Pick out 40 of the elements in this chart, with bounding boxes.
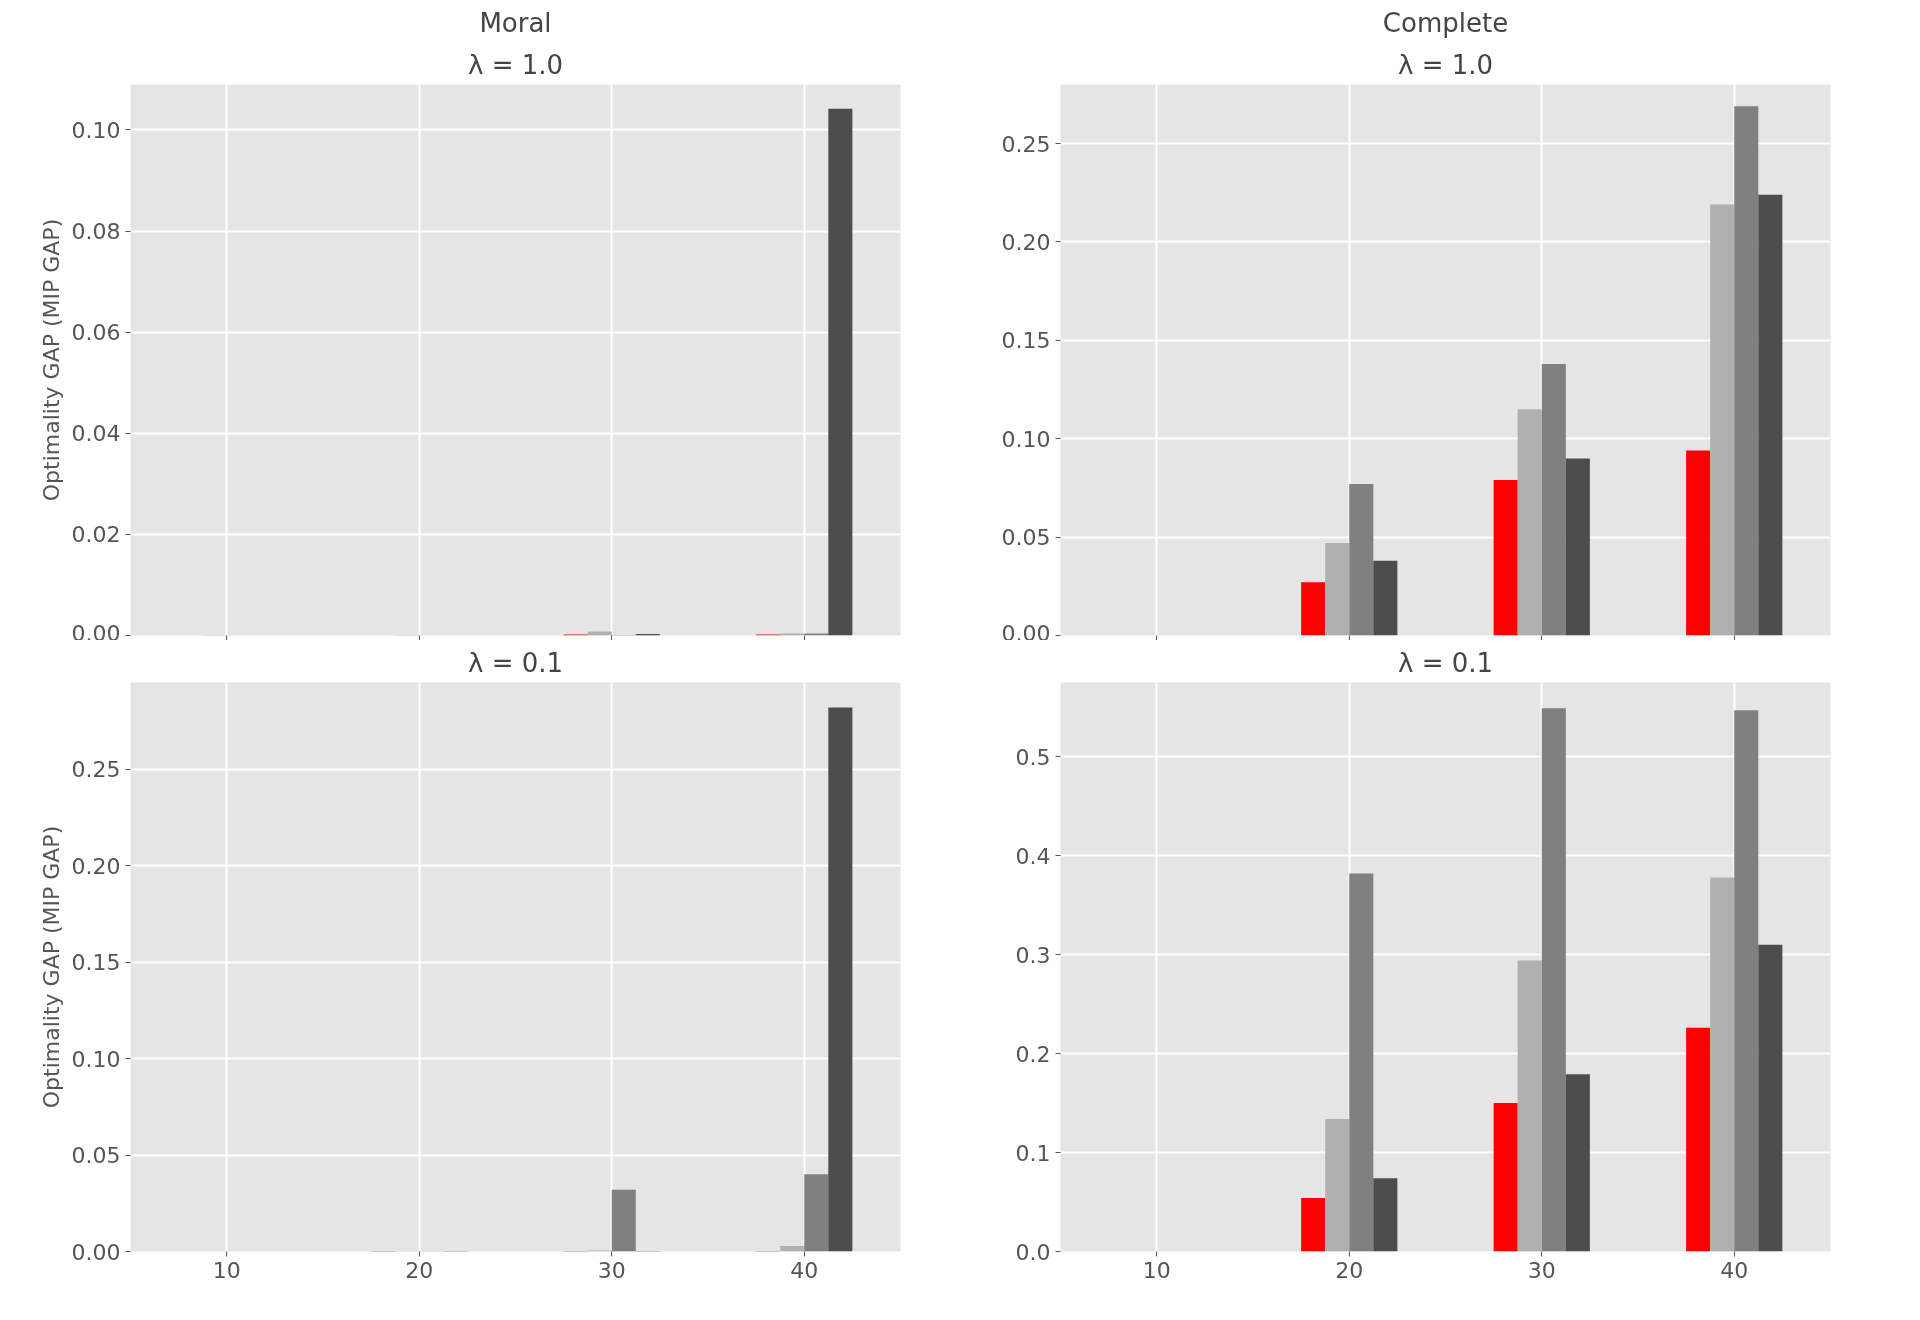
y-tick-label: 0.05	[1001, 525, 1051, 551]
chart-title: Complete	[1382, 7, 1509, 38]
y-tick-label: 0.08	[71, 219, 121, 245]
y-tick-label: 0.20	[71, 853, 121, 879]
y-tick-label: 0.10	[1001, 426, 1051, 452]
chart-subtitle: λ = 1.0	[1397, 49, 1494, 80]
y-tick-label: 0.2	[1015, 1041, 1051, 1067]
x-tick-label: 30	[1527, 1257, 1556, 1283]
y-tick-label: 0.0	[1015, 1239, 1051, 1265]
y-tick-label: 0.04	[71, 421, 121, 447]
y-tick-label: 0.06	[71, 320, 121, 346]
x-tick-label: 10	[212, 1257, 241, 1283]
y-axis-title: Optimality GAP (MIP GAP)	[38, 825, 64, 1109]
y-tick-label: 0.02	[71, 522, 121, 548]
chart-title: λ = 0.1	[467, 647, 564, 678]
y-tick-label: 0.25	[1001, 131, 1051, 157]
x-tick-label: 30	[597, 1257, 626, 1283]
y-tick-label: 0.25	[71, 757, 121, 783]
x-tick-label: 10	[1142, 1257, 1171, 1283]
y-tick-label: 0.4	[1015, 843, 1051, 869]
y-tick-label: 0.5	[1015, 744, 1051, 770]
y-tick-label: 0.10	[71, 118, 121, 143]
y-tick-label: 0.00	[71, 1239, 121, 1265]
x-tick-label: 40	[1720, 1257, 1749, 1283]
chart-subtitle: λ = 1.0	[467, 49, 564, 80]
chart-title: Moral	[479, 7, 552, 38]
y-tick-label: 0.15	[1001, 328, 1051, 354]
y-tick-label: 0.05	[71, 1143, 121, 1169]
y-axis-title: Optimality GAP (MIP GAP)	[38, 218, 64, 502]
y-tick-label: 0.1	[1015, 1140, 1051, 1166]
y-tick-label: 0.3	[1015, 942, 1051, 968]
y-tick-label: 0.20	[1001, 229, 1051, 255]
y-tick-label: 0.10	[71, 1046, 121, 1072]
y-tick-label: 0.15	[71, 950, 121, 976]
y-tick-label: 0.00	[1001, 620, 1051, 646]
chart-title: λ = 0.1	[1397, 647, 1494, 678]
x-tick-label: 40	[790, 1257, 819, 1283]
y-tick-label: 0.00	[71, 620, 121, 646]
x-tick-label: 20	[405, 1257, 434, 1283]
x-tick-label: 20	[1335, 1257, 1364, 1283]
